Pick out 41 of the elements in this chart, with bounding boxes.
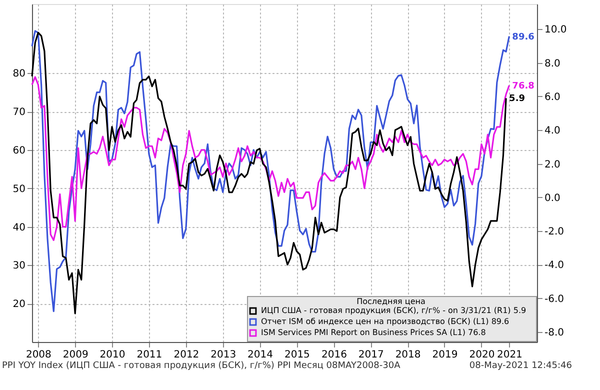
y-tick-label: 20: [12, 299, 26, 310]
legend-title: Последняя цена: [356, 297, 426, 306]
data-label: 76.8: [512, 81, 534, 92]
text: PPI YOY Index (ИЦП США - готовая продукция (БСК), г/г%) PPI Месяц 08MAY2008-30A: [2, 361, 402, 371]
y2-tick-label: 8.0: [544, 58, 560, 70]
legend-label: Отчет ISM об индексе цен на производство (БСК) (L1) 89.6: [261, 317, 510, 326]
y2-tick-label: 4.0: [544, 126, 560, 137]
y-tick-label: 50: [12, 184, 26, 195]
x-tick-label: 2021: [496, 350, 522, 360]
y2-tick-label: -4.0: [544, 260, 564, 272]
data-label: 89.6: [512, 32, 534, 42]
y-tick-label: 40: [12, 222, 26, 234]
x-tick-label: 2009: [62, 350, 88, 360]
line-series: [31, 76, 510, 242]
legend-label: ISM Services PMI Report on Business Prices SA (L1) 76.8: [261, 328, 486, 337]
y-tick-label: 70: [12, 107, 26, 118]
y2-tick-label: 6.0: [544, 92, 560, 103]
x-tick-label: 2016: [321, 350, 347, 360]
y-tick-label: 60: [12, 145, 26, 156]
y-tick-label: 30: [12, 260, 26, 272]
x-tick-label: 2012: [174, 350, 200, 360]
x-tick-label: 2020: [469, 350, 495, 360]
data-label: 5.9: [509, 94, 526, 104]
x-tick-label: 2017: [358, 350, 384, 360]
x-tick-label: 2015: [284, 350, 310, 360]
y2-tick-label: 2.0: [544, 159, 560, 170]
text: 08-May-2021 12:45:46: [469, 361, 572, 371]
x-tick-label: 2018: [395, 350, 421, 360]
y-tick-label: 80: [12, 68, 26, 80]
y2-tick-label: -6.0: [544, 294, 564, 305]
y2-tick-label: -2.0: [544, 226, 564, 238]
legend-label: ИЦП США - готовая продукция (БСК), г/г% - on 3/31/21 (R1) 5.9: [261, 306, 526, 315]
x-tick-label: 2011: [136, 350, 162, 360]
x-tick-label: 2013: [210, 350, 236, 360]
y2-tick-label: -8.0: [544, 327, 564, 338]
x-tick-label: 2008: [26, 350, 52, 360]
y2-tick-label: 0.0: [544, 192, 560, 204]
x-tick-label: 2010: [100, 350, 126, 360]
x-tick-label: 2014: [248, 350, 273, 360]
x-tick-label: 2019: [432, 350, 458, 360]
y2-tick-label: 10.0: [544, 24, 567, 36]
